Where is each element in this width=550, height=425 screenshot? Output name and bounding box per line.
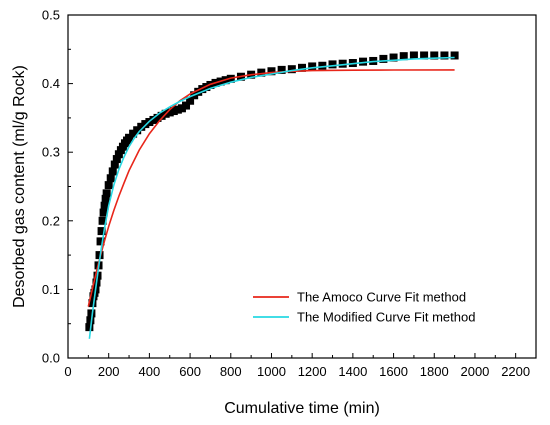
- data-point: [186, 96, 195, 105]
- data-point: [133, 126, 142, 135]
- data-point: [157, 111, 166, 120]
- data-point: [102, 189, 111, 198]
- fit-line-2: [88, 56, 455, 339]
- data-point: [287, 65, 296, 74]
- data-point: [125, 133, 134, 142]
- data-point: [409, 51, 418, 60]
- data-point: [359, 57, 368, 66]
- data-point: [86, 316, 95, 325]
- data-point: [98, 216, 107, 225]
- data-point: [450, 51, 459, 60]
- y-tick-label: 0.1: [42, 282, 60, 297]
- legend-label: The Amoco Curve Fit method: [297, 290, 466, 305]
- y-tick-label: 0.3: [42, 145, 60, 160]
- data-point: [267, 67, 276, 76]
- data-point: [88, 299, 97, 308]
- data-point: [194, 87, 203, 96]
- x-tick-label: 1800: [420, 364, 449, 379]
- data-point: [420, 51, 429, 60]
- data-point: [430, 51, 439, 60]
- x-tick-label: 1400: [338, 364, 367, 379]
- x-tick-label: 1600: [379, 364, 408, 379]
- data-point: [198, 85, 207, 94]
- data-point: [257, 68, 266, 77]
- fit-line-1: [87, 69, 455, 307]
- data-point: [173, 105, 182, 114]
- data-point: [101, 194, 110, 203]
- data-point: [85, 323, 94, 332]
- data-point: [106, 174, 115, 183]
- data-point: [165, 108, 174, 117]
- y-tick-label: 0.0: [42, 351, 60, 366]
- data-point: [149, 115, 158, 124]
- data-point: [96, 237, 105, 246]
- data-point: [338, 59, 347, 68]
- data-point: [100, 201, 109, 210]
- data-point: [318, 61, 327, 70]
- data-point: [114, 150, 123, 159]
- data-point: [110, 160, 119, 169]
- data-point: [169, 107, 178, 116]
- x-tick-label: 1200: [298, 364, 327, 379]
- data-point: [389, 53, 398, 62]
- data-point: [129, 129, 138, 138]
- x-tick-label: 400: [139, 364, 161, 379]
- data-point: [153, 113, 162, 122]
- y-axis-title: Desorbed gas content (ml/g Rock): [11, 65, 28, 308]
- data-point: [137, 122, 146, 131]
- x-tick-label: 2200: [501, 364, 530, 379]
- data-point: [108, 167, 117, 176]
- data-point: [141, 120, 150, 129]
- data-point: [308, 62, 317, 71]
- data-point: [182, 101, 191, 110]
- x-tick-label: 600: [179, 364, 201, 379]
- data-point: [440, 51, 449, 60]
- data-point: [99, 208, 108, 217]
- data-point: [379, 54, 388, 63]
- data-point: [97, 227, 106, 236]
- x-tick-label: 200: [98, 364, 120, 379]
- data-point: [87, 309, 96, 318]
- data-point: [328, 60, 337, 69]
- x-axis-title: Cumulative time (min): [224, 400, 380, 417]
- x-tick-label: 1000: [257, 364, 286, 379]
- x-tick-label: 2000: [460, 364, 489, 379]
- x-tick-label: 0: [64, 364, 71, 379]
- y-tick-label: 0.4: [42, 76, 60, 91]
- y-tick-label: 0.5: [42, 8, 60, 23]
- data-point: [104, 181, 113, 190]
- legend-label: The Modified Curve Fit method: [297, 310, 475, 325]
- legend: The Amoco Curve Fit method The Modified C…: [253, 290, 475, 325]
- data-point: [399, 52, 408, 61]
- data-point: [277, 65, 286, 74]
- data-point: [112, 155, 121, 164]
- x-tick-label: 800: [220, 364, 242, 379]
- y-tick-label: 0.2: [42, 213, 60, 228]
- data-point: [177, 104, 186, 113]
- data-point: [298, 63, 306, 72]
